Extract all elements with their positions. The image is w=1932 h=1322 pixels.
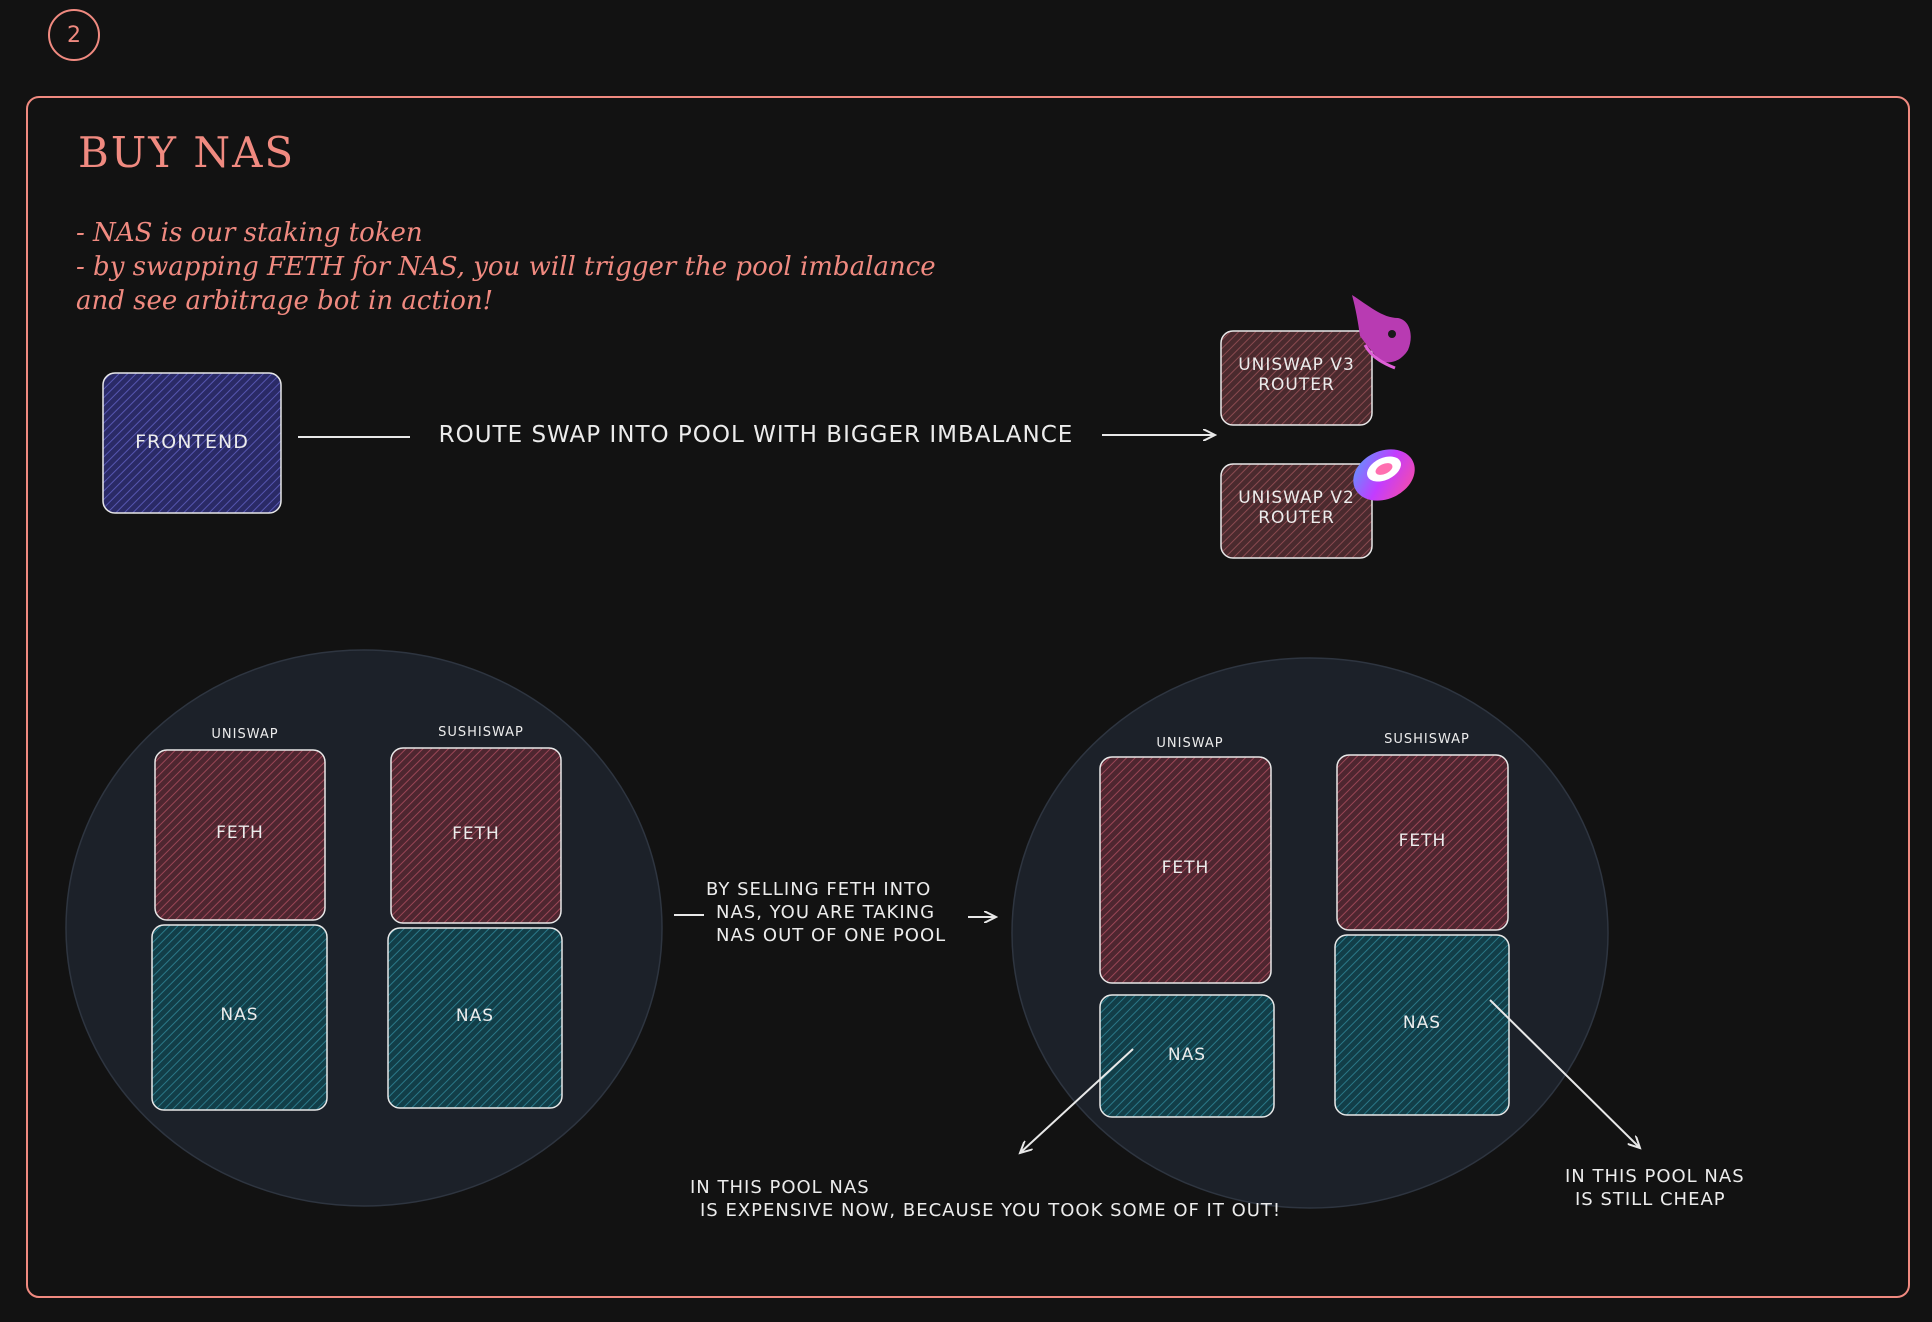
note-line: - by swapping FETH for NAS, you will tri… xyxy=(76,252,936,282)
router-v2-box xyxy=(1220,463,1373,559)
uniswap-unicorn-icon xyxy=(1352,295,1411,370)
section-title: Buy NAS xyxy=(78,128,296,177)
route-label: ROUTE SWAP INTO POOL WITH BIGGER IMBALAN… xyxy=(438,422,1074,448)
before-sushiswap-feth-box xyxy=(390,747,562,924)
after-sushiswap-nas-label: NAS xyxy=(1402,1013,1442,1033)
router-v3-box xyxy=(1220,330,1373,426)
router-label-line: UNISWAP V3 xyxy=(1238,355,1355,375)
before-uniswap-label: UNISWAP xyxy=(211,727,279,742)
after-sushiswap-feth-box xyxy=(1336,754,1509,931)
sushi-roll-icon xyxy=(1353,449,1415,501)
before-uniswap-feth-label: FETH xyxy=(216,823,264,843)
before-sushiswap-label: SUSHISWAP xyxy=(438,725,524,740)
after-sushiswap-feth-label: FETH xyxy=(1398,831,1447,851)
caption-line: NAS, YOU ARE TAKING xyxy=(716,902,936,923)
frontend-box xyxy=(102,372,282,514)
before-sushiswap-nas-label: NAS xyxy=(455,1006,495,1026)
section-frame xyxy=(26,96,1910,1298)
after-sushiswap-nas-box xyxy=(1334,934,1510,1116)
step-number: 2 xyxy=(67,23,81,48)
after-uniswap-nas-label: NAS xyxy=(1167,1045,1207,1065)
router-v2-label: UNISWAP V2 ROUTER xyxy=(1221,488,1372,529)
router-label-line: ROUTER xyxy=(1258,508,1335,529)
after-uniswap-feth-label: FETH xyxy=(1161,858,1210,878)
cheap-note: IN THIS POOL NAS IS STILL CHEAP xyxy=(1565,1165,1745,1211)
after-sushiswap-label: SUSHISWAP xyxy=(1384,732,1470,747)
after-uniswap-label: UNISWAP xyxy=(1156,736,1224,751)
before-sushiswap-feth-label: FETH xyxy=(452,824,500,844)
note-line: - NAS is our staking token xyxy=(76,218,423,248)
note-line: IS STILL CHEAP xyxy=(1575,1189,1726,1210)
expensive-note: IN THIS POOL NAS IS EXPENSIVE NOW, BECAU… xyxy=(690,1176,1281,1222)
router-label-line: UNISWAP V2 xyxy=(1238,488,1355,508)
expensive-callout-arrow xyxy=(1020,1048,1134,1153)
frontend-label: FRONTEND xyxy=(135,431,249,453)
transition-caption: BY SELLING FETH INTO NAS, YOU ARE TAKING… xyxy=(706,878,966,947)
before-uniswap-nas-label: NAS xyxy=(220,1005,259,1025)
after-uniswap-nas-box xyxy=(1099,994,1275,1118)
note-line: IS EXPENSIVE NOW, BECAUSE YOU TOOK SOME … xyxy=(700,1200,1282,1221)
note-line: IN THIS POOL NAS xyxy=(690,1177,870,1198)
before-sushiswap-nas-box xyxy=(387,927,563,1109)
step-number-circle xyxy=(48,9,100,61)
caption-line: BY SELLING FETH INTO xyxy=(706,879,932,900)
notes-block: - NAS is our staking token - by swapping… xyxy=(76,216,936,318)
note-line: and see arbitrage bot in action! xyxy=(76,286,494,316)
router-v3-label: UNISWAP V3 ROUTER xyxy=(1221,355,1372,396)
router-label-line: ROUTER xyxy=(1258,375,1335,396)
caption-line: NAS OUT OF ONE POOL xyxy=(716,925,947,946)
before-uniswap-feth-box xyxy=(154,749,326,921)
after-uniswap-feth-box xyxy=(1099,756,1272,984)
cheap-callout-arrow xyxy=(1489,999,1640,1148)
note-line: IN THIS POOL NAS xyxy=(1565,1166,1745,1187)
before-uniswap-nas-box xyxy=(151,924,328,1111)
